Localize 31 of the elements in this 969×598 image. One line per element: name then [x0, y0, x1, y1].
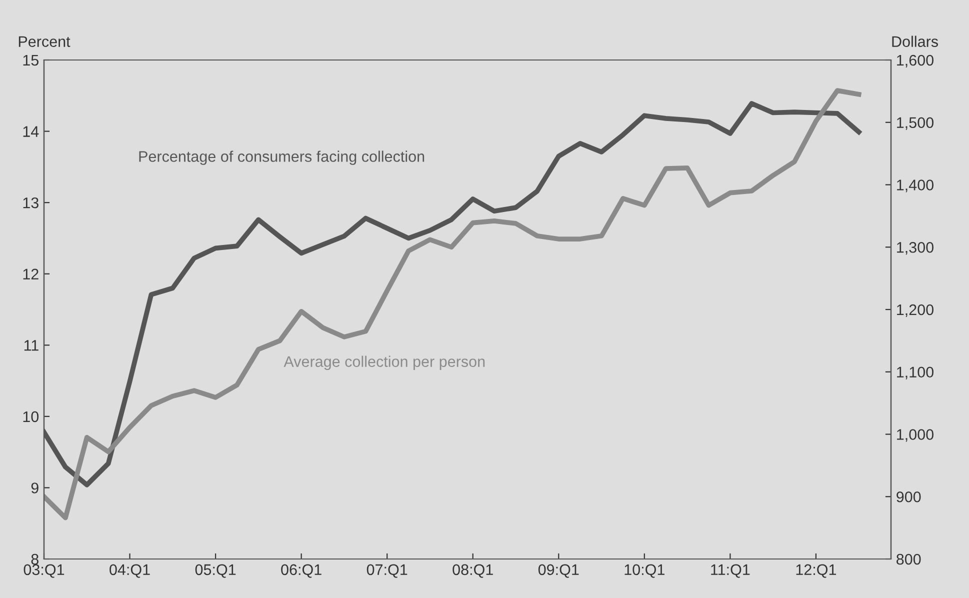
x-tick-label: 09:Q1 [538, 564, 579, 578]
y-tick-label: 13 [23, 197, 38, 208]
y2-axis-title: Dollars [892, 36, 938, 47]
y2-tick-label: 800 [896, 554, 921, 565]
y2-tick-label: 1,200 [897, 304, 934, 317]
series-label: Average collection per person [284, 356, 485, 370]
x-tick-label: 06:Q1 [281, 564, 322, 578]
y-tick-label: 10 [23, 411, 39, 422]
y2-tick-label: 1,500 [897, 117, 934, 130]
y-tick-label: 14 [23, 126, 39, 137]
x-tick-label: 04:Q1 [110, 564, 150, 578]
x-tick-label: 03:Q1 [24, 564, 64, 578]
y2-tick-label: 1,300 [897, 242, 934, 255]
y-tick-label: 15 [23, 55, 38, 66]
y-tick-label: 9 [31, 482, 38, 494]
x-tick-label: 11:Q1 [711, 564, 750, 578]
x-tick-label: 10:Q1 [624, 564, 664, 578]
y2-tick-label: 1,400 [897, 180, 934, 192]
y-tick-label: 12 [23, 268, 38, 280]
text: Percentage of consumers facing collection [139, 150, 424, 165]
y2-tick-label: 1,100 [897, 366, 934, 380]
y-axis-title: Percent [18, 36, 70, 47]
y-tick-label: 11 [24, 340, 38, 351]
x-tick-label: 08:Q1 [452, 564, 493, 578]
x-tick-label: 07:Q1 [366, 564, 408, 578]
y2-tick-label: 1,000 [897, 429, 934, 442]
y2-tick-label: 900 [896, 491, 921, 502]
x-tick-label: 05:Q1 [195, 564, 236, 578]
x-tick-label: 12:Q1 [796, 564, 836, 578]
y-tick-label: 8 [31, 554, 38, 565]
y2-tick-label: 1,600 [897, 54, 934, 68]
